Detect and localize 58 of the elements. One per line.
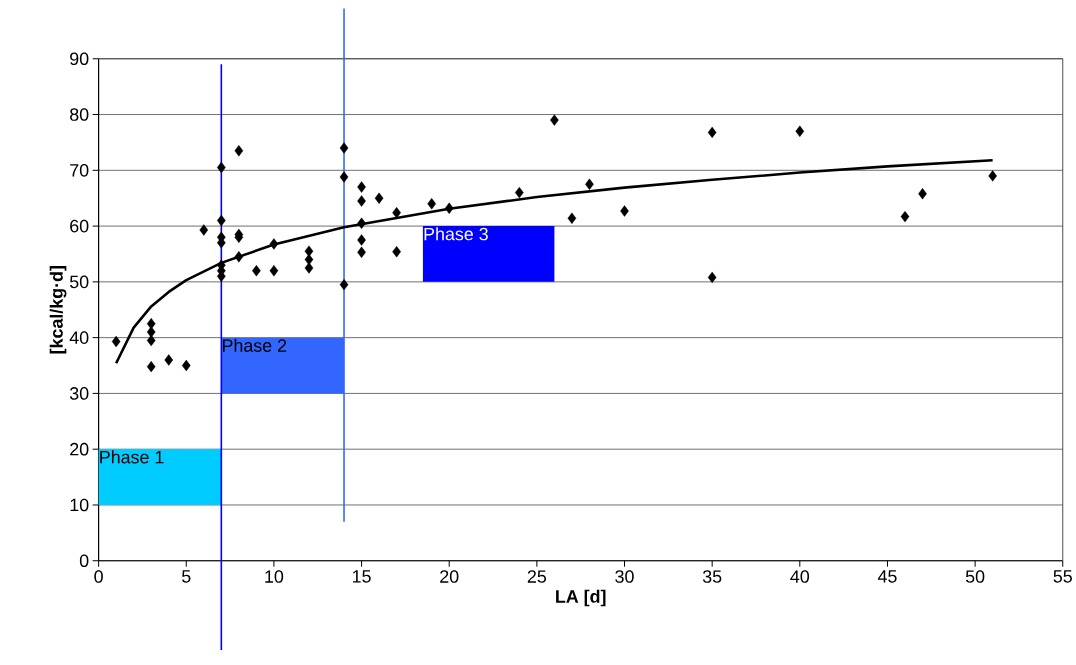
point: [357, 217, 366, 229]
x-tick-label: 45: [877, 570, 897, 583]
point: [707, 126, 717, 138]
point: [234, 144, 244, 157]
x-tick-label: 20: [440, 570, 459, 583]
x-tick-label: 30: [615, 570, 634, 583]
y-axis-title: [kcal/kg·d]: [49, 265, 67, 354]
y-tick-label: 10: [70, 498, 89, 512]
point: [164, 354, 174, 366]
x-tick-label: 5: [182, 570, 191, 583]
point: [357, 181, 366, 193]
y-tick-label: 0: [79, 554, 89, 567]
point: [339, 142, 349, 154]
band-label: Phase 1: [100, 450, 164, 464]
x-tick-label: 0: [94, 570, 103, 583]
point: [444, 202, 454, 214]
point: [146, 326, 156, 338]
x-tick-label: 10: [265, 570, 284, 583]
band-label: Phase 2: [222, 338, 287, 352]
x-tick-label: 40: [790, 570, 810, 583]
point: [234, 250, 244, 263]
point: [707, 271, 717, 283]
x-tick-label: 25: [527, 570, 547, 583]
point: [339, 171, 349, 183]
point: [181, 359, 191, 372]
point: [269, 264, 279, 277]
point: [111, 335, 121, 348]
point: [357, 234, 366, 246]
x-tick-label: 50: [965, 570, 985, 583]
y-tick-label: 50: [69, 275, 89, 289]
point: [900, 210, 910, 223]
point: [199, 224, 209, 236]
point: [795, 125, 805, 137]
y-tick-label: 20: [70, 442, 89, 456]
x-tick-label: 35: [702, 570, 722, 583]
point: [567, 212, 577, 224]
line-series: [114, 158, 994, 365]
point: [550, 114, 559, 126]
x-tick-label: 55: [1053, 570, 1072, 583]
point: [357, 195, 366, 207]
x-tick-label: 15: [352, 570, 371, 583]
band-label: Phase 3: [424, 227, 488, 241]
point: [357, 246, 366, 258]
point: [339, 278, 349, 291]
y-tick-label: 90: [70, 52, 89, 65]
point: [304, 262, 314, 274]
y-tick-label: 70: [70, 163, 89, 177]
point: [988, 170, 997, 182]
x-axis-title: LA [d]: [556, 589, 606, 607]
y-tick-label: 60: [70, 219, 89, 233]
point: [620, 205, 629, 217]
point: [585, 178, 594, 190]
y-tick-label: 40: [69, 331, 89, 344]
y-tick-label: 30: [69, 386, 89, 400]
point: [374, 192, 384, 204]
point: [146, 360, 156, 373]
point: [269, 238, 279, 250]
y-tick-label: 80: [70, 108, 89, 121]
